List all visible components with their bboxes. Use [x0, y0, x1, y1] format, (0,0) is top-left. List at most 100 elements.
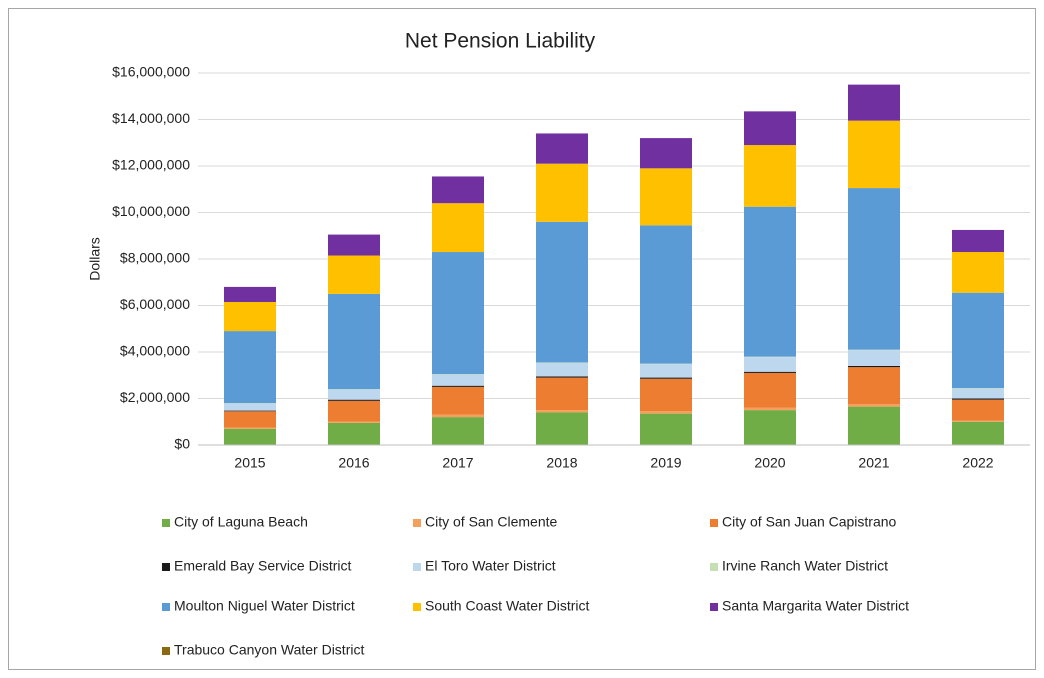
legend-swatch	[413, 603, 421, 611]
bar-segment	[952, 388, 1004, 399]
legend-swatch	[162, 563, 170, 571]
bar-segment	[536, 376, 588, 378]
bar-segment	[536, 133, 588, 164]
bar-segment	[328, 422, 380, 445]
bar-segment	[640, 168, 692, 226]
bar-segment	[744, 206, 796, 357]
bar-segment	[224, 331, 276, 404]
legend-swatch	[162, 647, 170, 655]
bar-segment	[432, 252, 484, 375]
y-axis-label: Dollars	[87, 237, 103, 281]
bar-segment	[744, 111, 796, 146]
y-tick-label: $14,000,000	[112, 110, 190, 126]
bar-segment	[640, 413, 692, 445]
bar-segment	[432, 417, 484, 445]
bar-segment	[848, 350, 900, 366]
chart-title: Net Pension Liability	[405, 30, 596, 53]
legend-swatch	[413, 563, 421, 571]
y-tick-label: $16,000,000	[112, 64, 190, 80]
legend-label: Moulton Niguel Water District	[174, 598, 355, 614]
bar-segment	[224, 427, 276, 429]
y-tick-label: $4,000,000	[120, 343, 190, 359]
legend-label: South Coast Water District	[425, 598, 590, 614]
bar-segment	[536, 221, 588, 363]
bar-segment	[432, 203, 484, 253]
legend-label: City of San Juan Capistrano	[722, 514, 897, 530]
legend-swatch	[710, 603, 718, 611]
legend-swatch	[710, 563, 718, 571]
x-tick-label: 2017	[442, 455, 473, 471]
bar-segment	[432, 385, 484, 387]
bar-segment	[848, 365, 900, 368]
bar-segment	[328, 400, 380, 422]
bar-segment	[328, 399, 380, 401]
bar-segment	[848, 406, 900, 445]
bar-segment	[328, 389, 380, 400]
legend-label: City of Laguna Beach	[174, 514, 308, 530]
y-tick-label: $0	[174, 436, 190, 452]
bar-segment	[744, 407, 796, 411]
bar-segment	[744, 372, 796, 408]
legend-swatch	[710, 519, 718, 527]
y-tick-label: $8,000,000	[120, 250, 190, 266]
x-tick-label: 2021	[858, 455, 889, 471]
bar-segment	[952, 229, 1004, 253]
bar-segment	[952, 399, 1004, 421]
bar-segment	[952, 292, 1004, 389]
bar-segment	[224, 411, 276, 428]
x-tick-label: 2018	[546, 455, 577, 471]
bar-segment	[432, 414, 484, 418]
x-tick-label: 2020	[754, 455, 785, 471]
bar-segment	[848, 188, 900, 350]
bar-segment	[328, 255, 380, 294]
bar-segment	[848, 404, 900, 407]
bar-segment	[328, 234, 380, 256]
x-tick-label: 2019	[650, 455, 681, 471]
bar-segment	[848, 120, 900, 189]
bar-segment	[952, 252, 1004, 293]
bar-segment	[536, 377, 588, 411]
legend-label: City of San Clemente	[425, 514, 557, 530]
bar-segment	[744, 371, 796, 373]
bar-segment	[432, 176, 484, 204]
bar-segment	[432, 386, 484, 415]
x-tick-label: 2016	[338, 455, 369, 471]
bar-segment	[744, 145, 796, 207]
legend-label: El Toro Water District	[425, 558, 556, 574]
bar-segment	[952, 420, 1004, 422]
y-tick-label: $6,000,000	[120, 296, 190, 312]
bar-segment	[536, 412, 588, 445]
bar-segment	[848, 367, 900, 405]
bar-segment	[328, 421, 380, 423]
bar-segment	[224, 302, 276, 332]
bar-segment	[952, 421, 1004, 445]
bar-segment	[640, 364, 692, 378]
bar-segment	[640, 225, 692, 364]
y-tick-label: $12,000,000	[112, 157, 190, 173]
bar-segment	[224, 286, 276, 303]
bar-segment	[536, 410, 588, 413]
y-tick-label: $2,000,000	[120, 389, 190, 405]
legend-swatch	[413, 519, 421, 527]
bar-segment	[640, 138, 692, 169]
bar-segment	[744, 357, 796, 372]
bar-segment	[952, 398, 1004, 400]
bar-segment	[640, 378, 692, 412]
bar-segment	[432, 374, 484, 386]
legend-swatch	[162, 603, 170, 611]
y-tick-label: $10,000,000	[112, 203, 190, 219]
x-tick-label: 2022	[962, 455, 993, 471]
bar-segment	[536, 163, 588, 222]
bar-segment	[224, 410, 276, 412]
bar-segment	[224, 428, 276, 445]
legend-label: Trabuco Canyon Water District	[174, 642, 364, 658]
legend-swatch	[162, 519, 170, 527]
legend-label: Irvine Ranch Water District	[722, 558, 888, 574]
legend-label: Emerald Bay Service District	[174, 558, 351, 574]
bar-segment	[224, 403, 276, 411]
x-tick-label: 2015	[234, 455, 265, 471]
legend-label: Santa Margarita Water District	[722, 598, 909, 614]
bar-segment	[744, 410, 796, 445]
